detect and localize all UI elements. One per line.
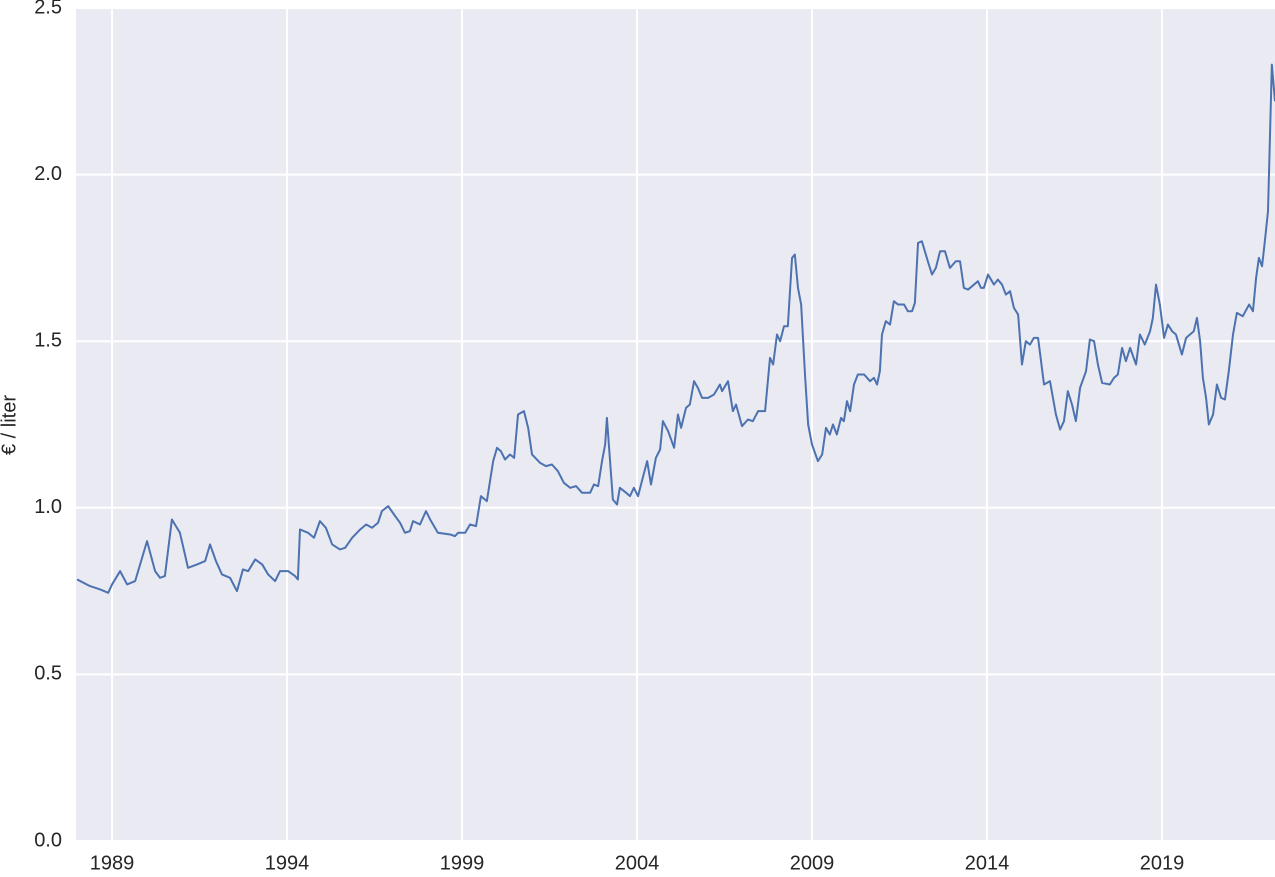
x-tick-label: 2009 — [790, 852, 835, 874]
y-axis-label: € / liter — [0, 395, 20, 455]
x-tick-label: 1994 — [265, 852, 310, 874]
y-tick-label: 2.0 — [34, 163, 62, 185]
x-tick-label: 2014 — [965, 852, 1010, 874]
x-tick-label: 1999 — [440, 852, 485, 874]
y-tick-label: 2.5 — [34, 0, 62, 18]
plot-area — [76, 8, 1275, 841]
y-tick-label: 1.0 — [34, 496, 62, 518]
y-tick-label: 1.5 — [34, 329, 62, 351]
x-tick-label: 2019 — [1140, 852, 1185, 874]
y-tick-label: 0.5 — [34, 663, 62, 685]
y-tick-label: 0.0 — [34, 829, 62, 851]
x-tick-label: 2004 — [615, 852, 660, 874]
line — [76, 63, 1275, 594]
x-tick-label: 1989 — [90, 852, 135, 874]
